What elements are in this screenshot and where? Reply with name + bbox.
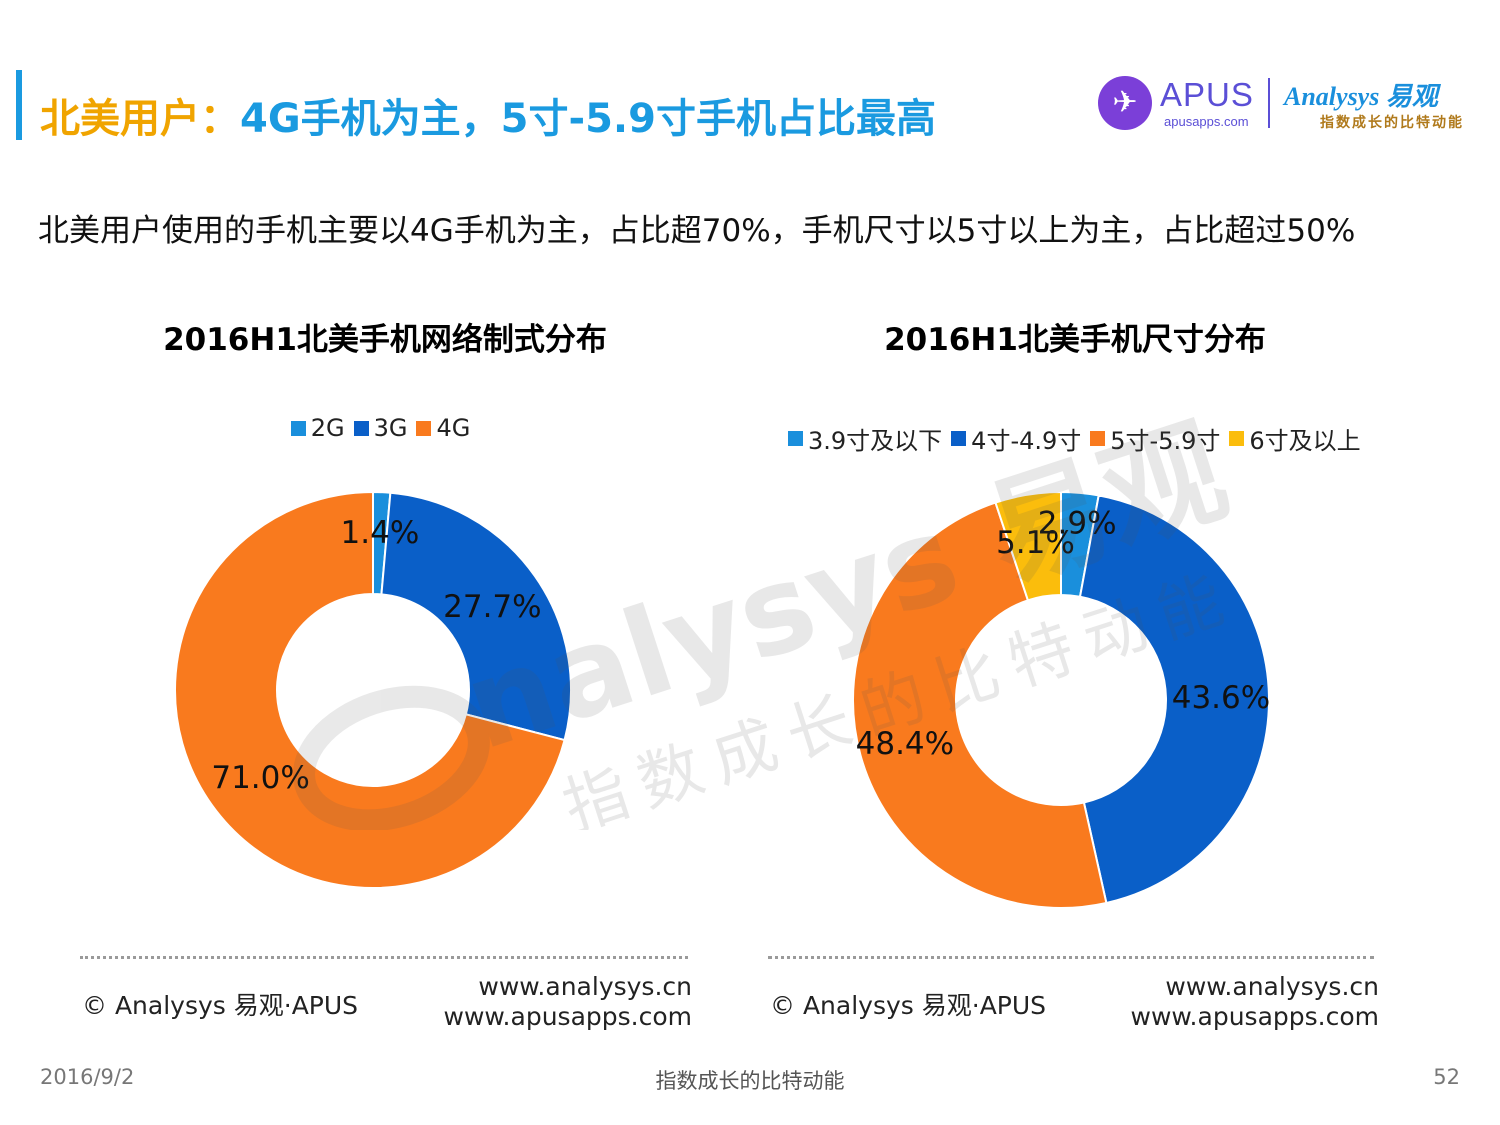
analysys-logo-text: Analysys 易观 bbox=[1284, 82, 1438, 111]
chart2-legend-label: 6寸及以上 bbox=[1249, 427, 1361, 455]
chart1-data-label-3: 71.0% bbox=[211, 760, 309, 796]
chart2-legend-swatch bbox=[1090, 431, 1106, 446]
chart2-legend-item: 6寸及以上 bbox=[1229, 421, 1361, 456]
chart2-source-urls: www.analysys.cn www.apusapps.com bbox=[1131, 972, 1379, 1032]
chart2-legend-label: 5寸-5.9寸 bbox=[1110, 427, 1221, 455]
chart1-legend-swatch bbox=[353, 420, 369, 436]
chart1-source-divider bbox=[80, 956, 688, 959]
chart2-data-label-3: 48.4% bbox=[856, 726, 954, 762]
apus-logo-text: APUS bbox=[1160, 76, 1254, 113]
chart2-legend-label: 3.9寸及以下 bbox=[808, 427, 943, 455]
page-title-highlight: 北美用户： bbox=[40, 96, 240, 142]
apus-logo-url: apusapps.com bbox=[1164, 114, 1249, 129]
footer-tagline: 指数成长的比特动能 bbox=[655, 1069, 845, 1093]
chart1-donut: 1.4% 27.7% 71.0% bbox=[174, 490, 572, 889]
page-title: 北美用户：4G手机为主，5寸-5.9寸手机占比最高 bbox=[40, 86, 936, 144]
chart1-source-url-apus: www.apusapps.com bbox=[443, 1002, 692, 1031]
chart2-slice-2 bbox=[1078, 494, 1270, 905]
title-accent-bar bbox=[16, 70, 22, 140]
chart1-legend-item: 2G bbox=[290, 414, 345, 442]
chart1-legend: 2G 3G 4G bbox=[80, 414, 690, 442]
footer-page-number: 52 bbox=[1433, 1065, 1460, 1089]
chart1-slice-3 bbox=[174, 490, 566, 889]
chart1-source-copyright: © Analysys 易观·APUS bbox=[82, 991, 359, 1020]
chart2-source-divider bbox=[768, 956, 1374, 959]
chart1-source-url-analysys: www.analysys.cn bbox=[478, 972, 692, 1001]
analysys-logo-tagline: 指数成长的比特动能 bbox=[1320, 115, 1464, 131]
chart1-legend-item: 3G bbox=[353, 414, 408, 442]
chart2-legend-label: 4寸-4.9寸 bbox=[971, 427, 1082, 455]
chart1-legend-item: 4G bbox=[416, 414, 470, 442]
chart2-slice-3 bbox=[852, 501, 1108, 909]
chart2-source-url-apus: www.apusapps.com bbox=[1130, 1002, 1379, 1031]
chart1-source-urls: www.analysys.cn www.apusapps.com bbox=[444, 972, 692, 1032]
brand-logos: ✈ APUS apusapps.com Analysys 易观 指数成长的比特动… bbox=[1098, 74, 1478, 134]
chart1-data-label-2: 27.7% bbox=[443, 589, 541, 625]
chart2-legend-item: 4寸-4.9寸 bbox=[951, 421, 1081, 456]
chart1-slice-2 bbox=[380, 491, 572, 742]
chart2-donut: 2.9% 43.6% 48.4% 5.1% bbox=[852, 490, 1270, 909]
chart1-legend-swatch bbox=[290, 420, 306, 436]
chart2-legend-item: 3.9寸及以下 bbox=[788, 421, 942, 456]
chart1-legend-label: 4G bbox=[436, 414, 471, 442]
chart1-legend-swatch bbox=[416, 420, 432, 436]
chart1-legend-label: 2G bbox=[310, 414, 345, 442]
chart2-slice-4 bbox=[994, 490, 1062, 602]
chart2-title: 2016H1北美手机尺寸分布 bbox=[884, 322, 1266, 358]
chart2-legend-item: 5寸-5.9寸 bbox=[1090, 421, 1220, 456]
chart2-source-copyright: © Analysys 易观·APUS bbox=[770, 991, 1047, 1020]
chart2-legend: 3.9寸及以下 4寸-4.9寸 5寸-5.9寸 6寸及以上 bbox=[770, 421, 1410, 456]
logo-divider bbox=[1268, 78, 1270, 128]
page-title-main: 4G手机为主，5寸-5.9寸手机占比最高 bbox=[240, 96, 936, 142]
chart1-title: 2016H1北美手机网络制式分布 bbox=[163, 322, 607, 358]
page-subtitle: 北美用户使用的手机主要以4G手机为主，占比超70%，手机尺寸以5寸以上为主，占比… bbox=[38, 213, 1356, 249]
chart2-data-label-1: 2.9% bbox=[1038, 506, 1117, 542]
footer-date: 2016/9/2 bbox=[40, 1065, 135, 1089]
chart2-data-label-4: 5.1% bbox=[996, 525, 1075, 561]
chart1-data-label-1: 1.4% bbox=[341, 515, 420, 551]
chart2-source-url-analysys: www.analysys.cn bbox=[1165, 972, 1379, 1001]
chart1-legend-label: 3G bbox=[373, 414, 408, 442]
chart2-legend-swatch bbox=[951, 431, 967, 446]
chart2-legend-swatch bbox=[1229, 431, 1245, 446]
chart2-legend-swatch bbox=[788, 431, 803, 446]
chart2-data-label-2: 43.6% bbox=[1172, 680, 1270, 716]
apus-bird-icon: ✈ bbox=[1098, 76, 1152, 130]
